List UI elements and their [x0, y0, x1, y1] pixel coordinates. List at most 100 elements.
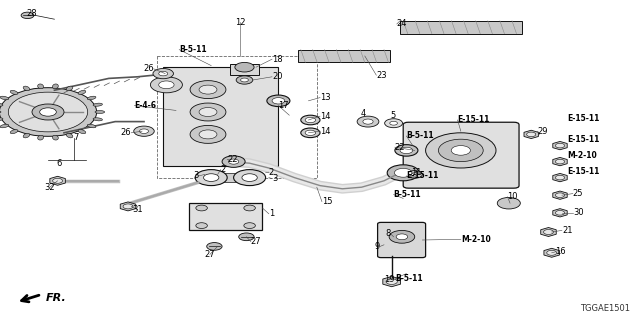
Circle shape	[235, 62, 254, 72]
Ellipse shape	[305, 130, 316, 135]
Ellipse shape	[0, 118, 3, 121]
Circle shape	[140, 129, 148, 133]
Circle shape	[547, 250, 557, 255]
Circle shape	[396, 234, 408, 240]
Ellipse shape	[87, 96, 96, 100]
Circle shape	[196, 205, 207, 211]
Circle shape	[390, 121, 397, 125]
Circle shape	[438, 139, 483, 162]
Circle shape	[426, 133, 496, 168]
Circle shape	[52, 178, 63, 183]
Polygon shape	[544, 248, 559, 257]
Ellipse shape	[305, 117, 316, 123]
Circle shape	[556, 211, 564, 215]
Circle shape	[241, 78, 248, 82]
Ellipse shape	[67, 133, 73, 138]
Circle shape	[199, 85, 217, 94]
Ellipse shape	[93, 118, 102, 121]
Text: 15: 15	[322, 197, 332, 206]
Text: 19: 19	[384, 276, 394, 284]
Bar	[230, 64, 259, 75]
Ellipse shape	[395, 145, 418, 156]
Ellipse shape	[394, 168, 412, 177]
Circle shape	[236, 76, 253, 84]
Circle shape	[207, 243, 222, 250]
Circle shape	[451, 146, 470, 155]
Text: 1: 1	[269, 209, 274, 218]
Text: B-5-11: B-5-11	[396, 274, 423, 283]
Circle shape	[239, 233, 254, 241]
Text: B-5-11: B-5-11	[179, 45, 207, 54]
Text: 28: 28	[27, 9, 38, 18]
Circle shape	[8, 92, 88, 132]
FancyBboxPatch shape	[403, 122, 519, 188]
Text: 5: 5	[390, 111, 396, 120]
Text: E-4-6: E-4-6	[134, 101, 156, 110]
Circle shape	[199, 108, 217, 116]
Text: 22: 22	[395, 143, 405, 152]
Polygon shape	[553, 157, 567, 166]
Text: E-15-11: E-15-11	[458, 116, 490, 124]
Ellipse shape	[10, 130, 18, 134]
Ellipse shape	[387, 165, 419, 181]
Circle shape	[389, 230, 415, 243]
Text: 27: 27	[205, 250, 215, 259]
Polygon shape	[553, 191, 567, 199]
Circle shape	[556, 159, 564, 164]
Ellipse shape	[0, 96, 9, 100]
Text: FR.: FR.	[46, 292, 67, 303]
Circle shape	[123, 204, 133, 209]
Text: 11: 11	[412, 168, 422, 177]
Polygon shape	[50, 176, 65, 185]
Bar	[202, 173, 259, 182]
Text: 29: 29	[538, 127, 548, 136]
Text: 18: 18	[272, 55, 283, 64]
Ellipse shape	[93, 103, 102, 106]
Circle shape	[153, 68, 173, 79]
Ellipse shape	[272, 98, 285, 104]
Circle shape	[190, 103, 226, 121]
Bar	[189, 203, 262, 230]
Ellipse shape	[87, 124, 96, 128]
Text: 22: 22	[227, 155, 237, 164]
Text: 21: 21	[562, 226, 572, 235]
Ellipse shape	[10, 90, 18, 94]
Text: 24: 24	[397, 20, 407, 28]
Bar	[298, 50, 390, 62]
Text: M-2-10: M-2-10	[461, 235, 490, 244]
Ellipse shape	[23, 86, 29, 91]
Circle shape	[204, 174, 219, 181]
Text: 14: 14	[320, 127, 330, 136]
Text: E-15-11: E-15-11	[568, 135, 600, 144]
Text: 16: 16	[556, 247, 566, 256]
Circle shape	[40, 108, 56, 116]
Text: 2: 2	[269, 168, 274, 177]
FancyBboxPatch shape	[378, 222, 426, 258]
Text: 6: 6	[56, 159, 61, 168]
Text: 13: 13	[320, 93, 331, 102]
Text: 9: 9	[375, 242, 380, 251]
Text: 32: 32	[45, 183, 55, 192]
Text: 27: 27	[251, 237, 262, 246]
Text: 17: 17	[278, 101, 289, 110]
Text: 2: 2	[221, 165, 226, 174]
Text: 31: 31	[132, 205, 143, 214]
Circle shape	[244, 205, 255, 211]
Polygon shape	[524, 130, 538, 139]
Ellipse shape	[38, 84, 44, 89]
Ellipse shape	[78, 130, 86, 134]
Circle shape	[234, 170, 266, 186]
Circle shape	[190, 81, 226, 99]
Polygon shape	[553, 173, 567, 182]
Ellipse shape	[400, 147, 413, 154]
Ellipse shape	[301, 128, 320, 138]
Bar	[163, 67, 278, 166]
Circle shape	[556, 175, 564, 180]
Ellipse shape	[52, 135, 58, 140]
Polygon shape	[553, 209, 567, 217]
Polygon shape	[383, 276, 401, 287]
Ellipse shape	[0, 110, 1, 113]
Circle shape	[244, 223, 255, 228]
Text: TGGAE1501: TGGAE1501	[580, 304, 630, 313]
Circle shape	[159, 81, 174, 89]
